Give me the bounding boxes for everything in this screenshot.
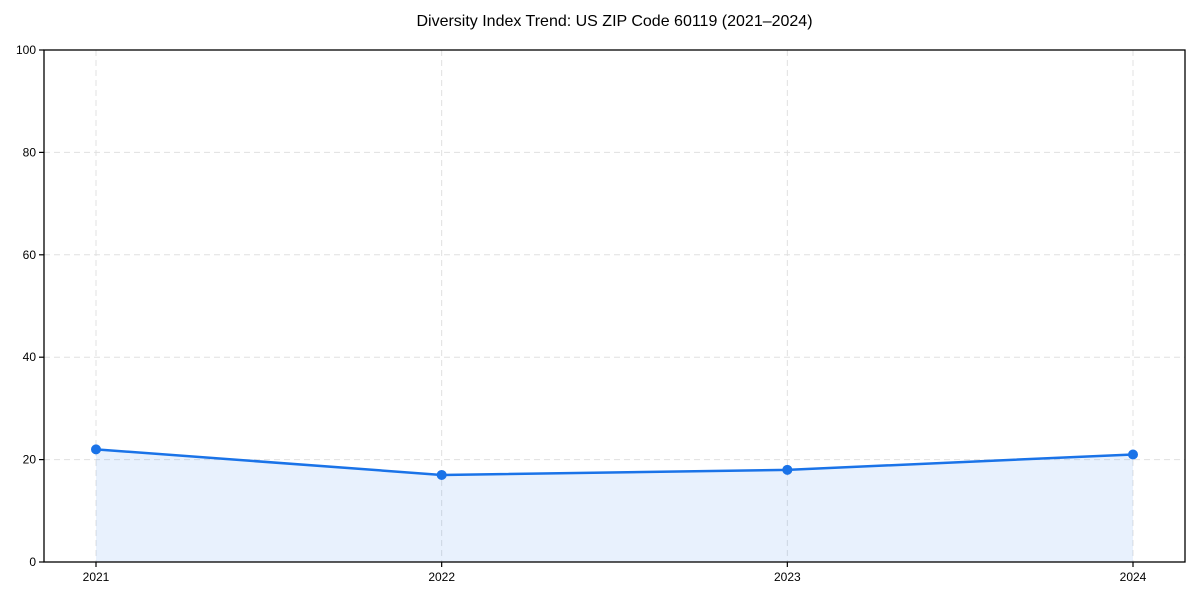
x-tick-label: 2022 xyxy=(428,570,455,584)
data-point-2022 xyxy=(436,469,447,480)
area-fill xyxy=(96,449,1133,562)
x-tick-label: 2023 xyxy=(774,570,801,584)
data-point-2023 xyxy=(782,464,793,475)
y-tick-label: 100 xyxy=(16,43,36,57)
y-tick-label: 40 xyxy=(23,350,37,364)
x-tick-label: 2021 xyxy=(83,570,110,584)
y-tick-label: 0 xyxy=(29,555,36,569)
data-point-2024 xyxy=(1128,449,1138,460)
y-tick-label: 60 xyxy=(23,248,37,262)
trend-line xyxy=(94,448,1135,477)
x-tick-label: 2024 xyxy=(1120,570,1147,584)
chart-title: Diversity Index Trend: US ZIP Code 60119… xyxy=(416,13,813,30)
y-tick-label: 20 xyxy=(23,453,37,467)
plot-border xyxy=(43,49,1186,563)
data-point-2021 xyxy=(91,444,101,455)
y-tick-label: 80 xyxy=(23,145,37,159)
